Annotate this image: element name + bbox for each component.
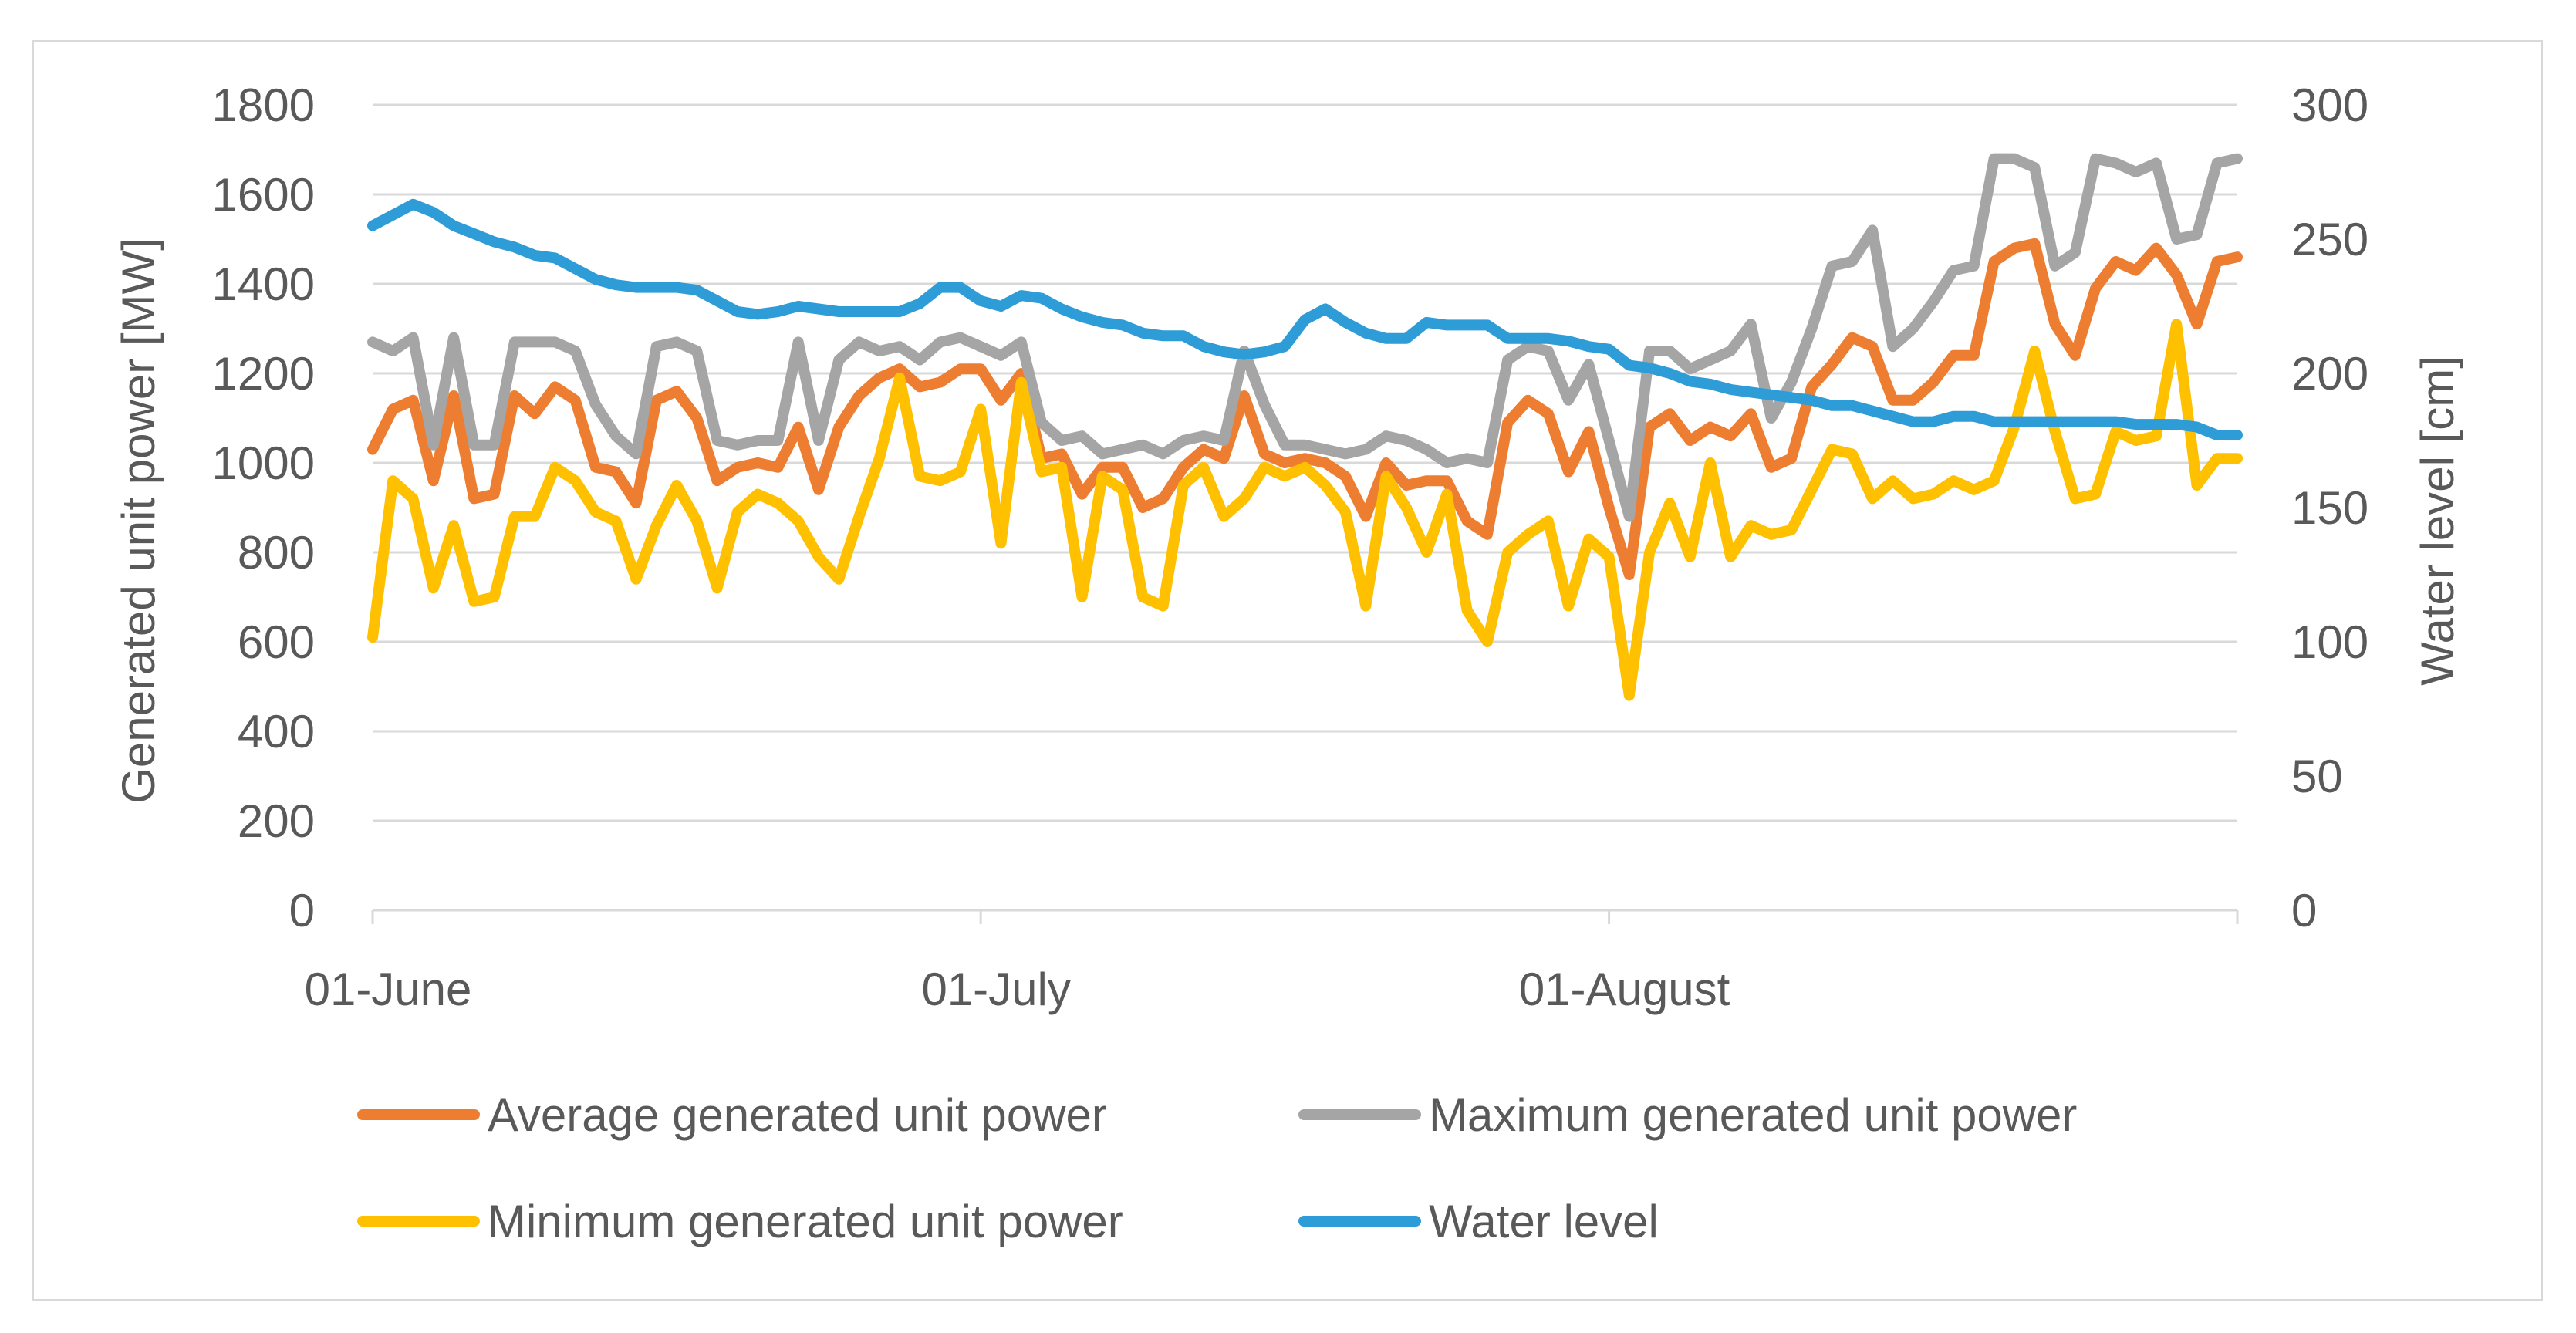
series-line-maximum-generated-unit-power (367, 153, 2243, 522)
y-tick-label: 1200 (212, 348, 315, 400)
x-tick-label: 01-July (921, 963, 1070, 1015)
y2-tick-label: 100 (2291, 616, 2368, 668)
y-tick-label: 800 (238, 527, 315, 579)
y2-tick-label: 200 (2291, 348, 2368, 400)
chart-frame (32, 40, 2543, 1301)
legend-label: Minimum generated unit power (488, 1196, 1123, 1247)
y2-tick-label: 150 (2291, 482, 2368, 534)
y-axis-title-right: Water level [cm] (2412, 356, 2463, 686)
y2-tick-label: 300 (2291, 79, 2368, 131)
y-tick-label: 600 (238, 616, 315, 668)
y-axis-left-ticks: 0 200 400 600 800 1000 1200 1400 1600 1800 (212, 79, 315, 936)
y-axis-title-left: Generated unit power [MW] (113, 238, 164, 804)
y-tick-label: 400 (238, 706, 315, 758)
series-line-average-generated-unit-power (367, 238, 2243, 580)
y-tick-label: 200 (238, 795, 315, 847)
series-line-water-level (367, 198, 2243, 440)
y-tick-label: 1800 (212, 79, 315, 131)
legend-label: Average generated unit power (488, 1089, 1107, 1141)
y-tick-label: 1400 (212, 258, 315, 310)
y2-tick-label: 250 (2291, 214, 2368, 265)
y-tick-label: 1000 (212, 437, 315, 489)
x-axis: 01-June 01-July 01-August (305, 909, 2239, 1015)
y2-tick-label: 0 (2291, 885, 2317, 936)
legend-label: Water level (1429, 1196, 1659, 1247)
x-tick-label: 01-August (1519, 963, 1730, 1015)
series-line-minimum-generated-unit-power (367, 319, 2243, 701)
y-tick-label: 0 (289, 885, 315, 936)
legend-label: Maximum generated unit power (1429, 1089, 2077, 1141)
gridlines (373, 103, 2237, 822)
series-lines (367, 153, 2243, 701)
x-tick-label: 01-June (305, 963, 472, 1015)
y2-tick-label: 50 (2291, 751, 2343, 802)
legend: Average generated unit power Maximum gene… (357, 1089, 2077, 1247)
y-axis-right-ticks: 0 50 100 150 200 250 300 (2291, 79, 2368, 936)
y-tick-label: 1600 (212, 169, 315, 221)
